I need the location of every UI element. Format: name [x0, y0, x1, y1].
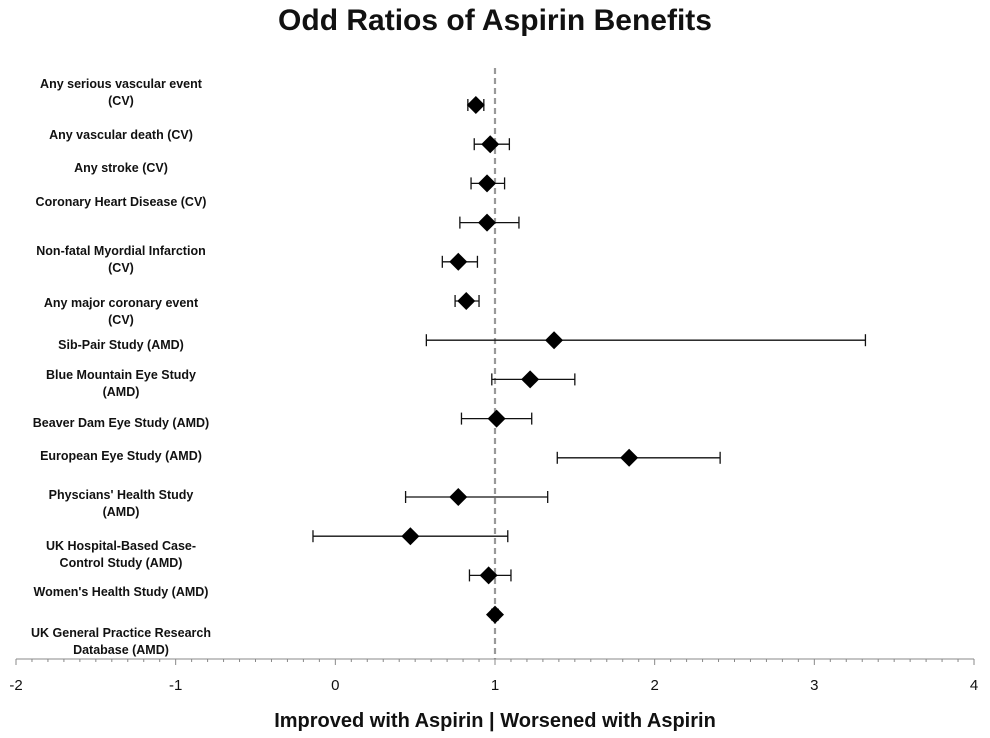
category-label: European Eye Study (AMD)	[40, 449, 202, 463]
odds-ratio-marker	[481, 135, 500, 154]
odds-ratio-marker	[401, 527, 420, 546]
category-label: Coronary Heart Disease (CV)	[35, 195, 207, 209]
odds-ratio-marker	[479, 566, 498, 585]
x-tick-label: -1	[169, 677, 182, 694]
category-label: Any major coronary event (CV)	[43, 296, 199, 327]
odds-ratio-marker	[620, 448, 639, 467]
chart-title: Odd Ratios of Aspirin Benefits	[278, 4, 712, 37]
category-label: UK Hospital-Based Case- Control Study (A…	[45, 539, 197, 570]
odds-ratio-marker	[466, 96, 485, 114]
odds-ratio-marker	[486, 605, 504, 624]
x-tick-label: 0	[331, 677, 339, 694]
odds-ratio-marker	[478, 174, 497, 193]
x-tick-label: 4	[970, 677, 978, 694]
category-label: Any vascular death (CV)	[49, 128, 193, 142]
odds-ratio-marker	[545, 331, 564, 350]
x-tick-label: -2	[9, 677, 22, 694]
category-label: UK General Practice Research Database (A…	[31, 626, 211, 657]
x-tick-label: 1	[491, 677, 499, 694]
category-label: Beaver Dam Eye Study (AMD)	[32, 416, 210, 430]
x-tick-label: 2	[650, 677, 658, 694]
category-labels: Any serious vascular event (CV) Any vascu…	[0, 0, 260, 738]
category-label: Physcians' Health Study (AMD)	[48, 488, 194, 519]
category-label: Women's Health Study (AMD)	[33, 585, 209, 599]
category-label: Any serious vascular event (CV)	[40, 77, 202, 108]
x-axis-title: Improved with Aspirin | Worsened with As…	[274, 710, 716, 732]
category-label: Sib-Pair Study (AMD)	[58, 338, 184, 352]
odds-ratio-marker	[521, 370, 540, 389]
x-tick-label: 3	[810, 677, 818, 694]
category-label: Any stroke (CV)	[74, 161, 168, 175]
odds-ratio-marker	[487, 409, 506, 428]
odds-ratio-marker	[478, 213, 497, 232]
odds-ratio-marker	[449, 252, 468, 271]
category-label: Blue Mountain Eye Study (AMD)	[45, 368, 196, 399]
category-label: Non-fatal Myordial Infarction (CV)	[36, 244, 206, 275]
odds-ratio-marker	[449, 488, 468, 506]
odds-ratio-marker	[457, 292, 476, 310]
